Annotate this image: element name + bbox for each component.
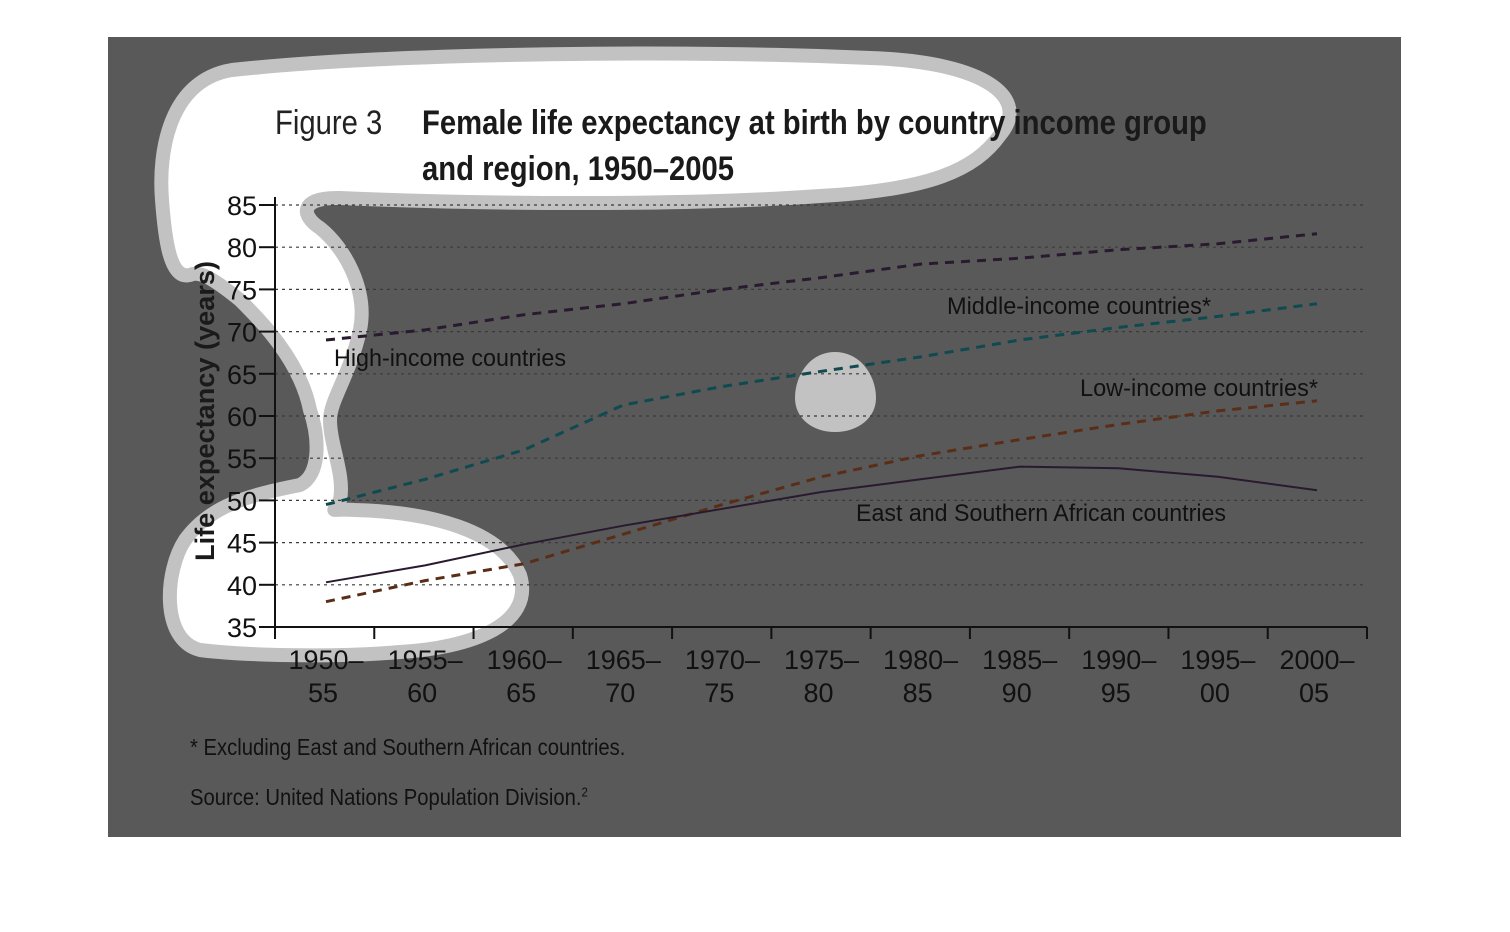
series-line-2 [325, 399, 1318, 604]
y-tick-label: 40 [227, 571, 257, 601]
y-tick-label: 85 [227, 191, 257, 221]
x-tick-label: 65 [506, 678, 536, 708]
y-tick-label: 50 [227, 486, 257, 516]
source-reference: 2 [581, 784, 588, 800]
series-label-middle-income: Middle-income countries* [947, 293, 1211, 320]
figure-title-continued: and region, 1950–2005 [422, 150, 735, 188]
series-line-1 [325, 302, 1318, 507]
x-tick-label: 55 [308, 678, 338, 708]
y-tick-label: 80 [227, 233, 257, 263]
y-tick-label: 60 [227, 402, 257, 432]
source-note: Source: United Nations Population Divisi… [190, 784, 588, 811]
series-line-0 [325, 232, 1318, 342]
x-tick-label: 2000– [1279, 645, 1354, 675]
gridlines [275, 204, 1367, 586]
x-tick-label: 80 [803, 678, 833, 708]
x-tick-label: 70 [605, 678, 635, 708]
series-label-low-income: Low-income countries* [1080, 375, 1318, 402]
series-line-3 [325, 465, 1318, 584]
y-axis-ticks: 35 40 45 50 55 60 65 70 75 80 85 [227, 191, 275, 643]
y-tick-label: 75 [227, 275, 257, 305]
x-tick-label: 60 [407, 678, 437, 708]
x-tick-label: 1950– [288, 645, 363, 675]
y-tick-label: 65 [227, 360, 257, 390]
y-tick-label: 45 [227, 529, 257, 559]
axes [274, 197, 1367, 628]
x-tick-label: 1970– [685, 645, 760, 675]
y-tick-label: 35 [227, 613, 257, 643]
x-tick-label: 1985– [982, 645, 1057, 675]
footnote: * Excluding East and Southern African co… [190, 734, 626, 760]
x-tick-label: 85 [903, 678, 933, 708]
series-lines [325, 232, 1318, 604]
x-tick-label: 1980– [883, 645, 958, 675]
y-tick-label: 70 [227, 318, 257, 348]
x-tick-label: 00 [1200, 678, 1230, 708]
x-tick-label: 1965– [586, 645, 661, 675]
source-text: Source: United Nations Population Divisi… [190, 784, 582, 810]
x-tick-label: 1995– [1180, 645, 1255, 675]
series-label-high-income: High-income countries [334, 345, 566, 372]
x-tick-label: 1990– [1081, 645, 1156, 675]
y-tick-label: 55 [227, 444, 257, 474]
x-tick-label: 90 [1002, 678, 1032, 708]
x-tick-label: 1960– [487, 645, 562, 675]
series-label-east-southern-africa: East and Southern African countries [856, 500, 1226, 527]
figure-title: Female life expectancy at birth by count… [422, 104, 1207, 142]
x-axis-ticks: 1950–55 1955–60 1960–65 1965–70 1970–75 1975–… [274, 627, 1368, 708]
figure-label: Figure 3 [275, 104, 383, 142]
x-tick-label: 95 [1101, 678, 1131, 708]
x-tick-label: 1975– [784, 645, 859, 675]
x-tick-label: 1955– [388, 645, 463, 675]
y-axis-label: Life expectancy (years) [190, 261, 220, 561]
x-tick-label: 05 [1299, 678, 1329, 708]
x-tick-label: 75 [704, 678, 734, 708]
